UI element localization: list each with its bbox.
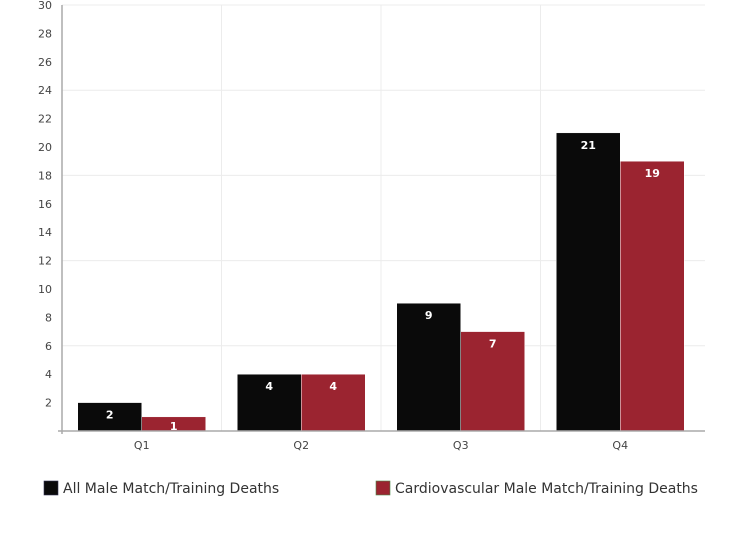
grid (62, 4, 705, 431)
bar-cardiovascular-deaths (620, 160, 685, 432)
x-tick-label: Q3 (453, 439, 469, 452)
y-tick-label: 8 (45, 311, 52, 324)
legend-item[interactable]: All Male Match/Training Deaths (43, 480, 279, 497)
y-tick-label: 16 (38, 198, 52, 211)
bar-all-deaths (237, 373, 302, 432)
legend-label: All Male Match/Training Deaths (63, 481, 279, 497)
y-tick-label: 28 (38, 27, 52, 40)
bar-cardiovascular-deaths (460, 331, 525, 432)
y-tick-label: 24 (38, 84, 52, 97)
data-label: 4 (265, 380, 273, 393)
bar-all-deaths (556, 132, 621, 432)
legend-swatch (375, 480, 391, 496)
y-tick-label: 14 (38, 226, 52, 239)
y-tick-label: 22 (38, 113, 52, 126)
legend-item[interactable]: Cardiovascular Male Match/Training Death… (375, 480, 698, 497)
y-tick-label: 26 (38, 56, 52, 69)
data-label: 9 (425, 309, 433, 322)
data-label: 2 (106, 409, 114, 422)
x-tick-label: Q2 (293, 439, 309, 452)
y-tick-label: 10 (38, 283, 52, 296)
bar-cardiovascular-deaths (301, 373, 366, 432)
y-tick-label: 12 (38, 255, 52, 268)
data-label: 7 (489, 338, 497, 351)
legend[interactable]: All Male Match/Training Deaths Cardiovasc… (43, 480, 698, 497)
x-tick-label: Q1 (134, 439, 150, 452)
y-tick-label: 4 (45, 368, 52, 381)
bar-all-deaths (396, 302, 461, 432)
y-tick-label: 6 (45, 340, 52, 353)
y-tick-label: 18 (38, 169, 52, 182)
data-label: 19 (645, 167, 660, 180)
x-tick-label: Q4 (612, 439, 628, 452)
y-tick-label: 2 (45, 397, 52, 410)
legend-swatch (43, 480, 59, 496)
legend-label: Cardiovascular Male Match/Training Death… (395, 481, 698, 497)
data-label: 21 (581, 139, 596, 152)
bar-all-deaths (77, 402, 142, 432)
data-label: 1 (170, 420, 178, 433)
y-tick-label: 30 (38, 0, 52, 12)
data-label: 4 (329, 380, 337, 393)
y-tick-label: 20 (38, 141, 52, 154)
